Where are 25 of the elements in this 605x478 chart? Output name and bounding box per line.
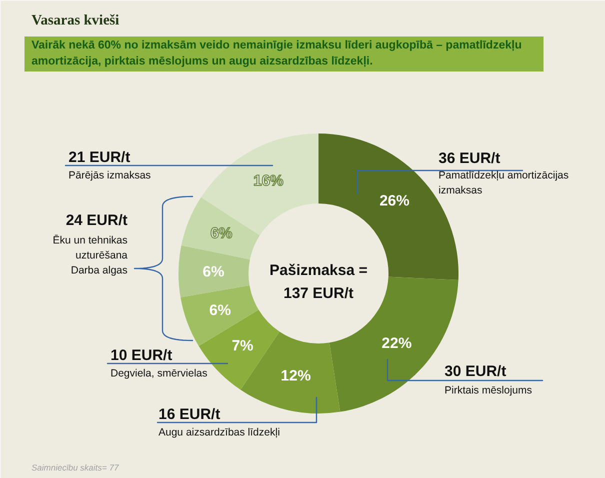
text: 24 EUR/t — [66, 212, 128, 229]
data-label: 6% — [202, 263, 224, 280]
text: 16 EUR/t — [158, 406, 220, 423]
text: Darba algas — [70, 264, 128, 276]
slice-label: Pirktais mēslojums — [444, 384, 532, 396]
data-label: 26% — [379, 192, 410, 210]
data-label: 12% — [280, 368, 311, 385]
slice-label: Augu aizsardzības līdzekļi — [158, 426, 280, 438]
data-label: 22% — [382, 335, 412, 352]
data-label: 16% — [253, 172, 284, 190]
data-label: 6% — [210, 225, 232, 242]
text: 21 EUR/t — [68, 149, 130, 166]
text: 30 EUR/t — [444, 363, 506, 380]
chart-subtitle: Vairāk nekā 60% no izmaksām veido nemainīgie izmaksu līderi augkopībā – pamatlīdzekļu amortizācija, pirktais mēslojums un augu aizsardzības līdzekļi. — [32, 40, 522, 68]
text: 10 EUR/t — [110, 347, 172, 364]
slice-label: Pamatlīdzekļu amortizācijas izmaksas — [438, 170, 569, 196]
data-label: 6% — [209, 302, 231, 319]
data-label: 7% — [232, 337, 254, 354]
text: 36 EUR/t — [438, 150, 500, 167]
slice-label: Degviela, smērvielas — [110, 368, 208, 380]
text: Saimniecību skaits= 77 — [32, 462, 119, 472]
text: Pašizmaksa = 137 EUR/t — [270, 262, 368, 302]
text: Ēku un tehnikas uzturēšana — [52, 234, 128, 262]
slice-label: Pārējās izmaksas — [68, 170, 151, 182]
chart-title: Vasaras kvieši — [32, 12, 120, 28]
